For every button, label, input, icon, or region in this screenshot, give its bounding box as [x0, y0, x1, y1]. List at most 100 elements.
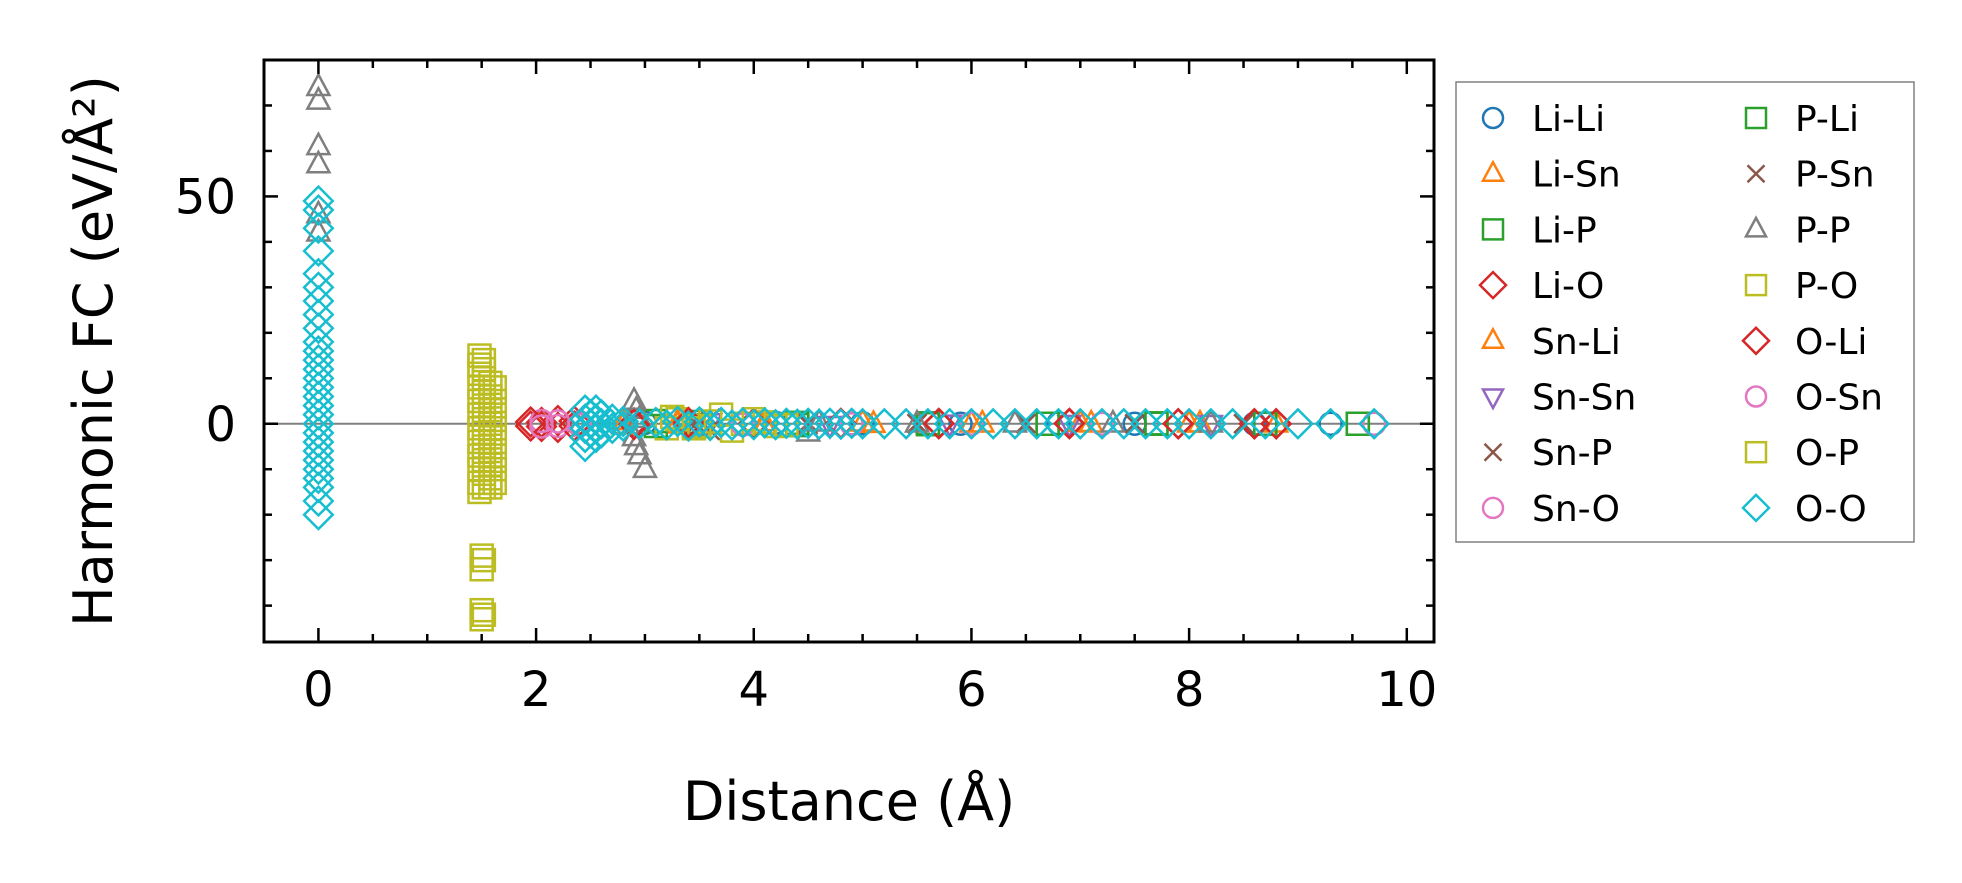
data-point: [868, 407, 901, 440]
data-point: [805, 407, 833, 432]
data-point: [469, 607, 494, 632]
data-point: [1260, 407, 1293, 440]
data-point: [1151, 407, 1184, 440]
data-point: [1233, 413, 1254, 434]
data-point: [1144, 411, 1169, 436]
data-point: [607, 409, 640, 443]
data-point: [623, 407, 656, 440]
data-point: [1020, 407, 1053, 440]
data-point: [302, 312, 335, 345]
axis-ticks: 0 2 4 6 8 10 0 50: [175, 60, 1437, 718]
legend-marker: [1481, 218, 1505, 241]
y-tick-label: 0: [205, 397, 236, 453]
data-point: [471, 602, 497, 627]
legend-item: O-O: [1741, 489, 1867, 530]
data-point: [903, 408, 931, 433]
data-point: [305, 149, 332, 174]
data-point: [1064, 407, 1097, 440]
legend-label: Sn-Sn: [1532, 378, 1636, 419]
data-point: [302, 484, 335, 518]
legend-label: O-P: [1795, 433, 1859, 474]
data-point: [948, 411, 973, 436]
data-point: [529, 408, 554, 434]
data-point: [846, 407, 879, 440]
data-point: [305, 85, 332, 110]
legend-label: P-P: [1795, 210, 1851, 251]
data-point: [1216, 407, 1249, 440]
data-point: [1035, 411, 1060, 436]
data-point: [694, 409, 727, 442]
legend-marker: [1744, 106, 1768, 130]
legend-item: P-P: [1743, 210, 1851, 251]
data-point: [959, 411, 984, 436]
legend-item: Sn-Li: [1480, 322, 1621, 363]
data-point: [482, 443, 507, 468]
data-point: [906, 413, 928, 434]
data-point: [471, 547, 497, 573]
legend-item: Li-P: [1481, 210, 1597, 251]
data-point: [529, 414, 554, 439]
data-point: [631, 453, 659, 479]
data-point: [661, 405, 694, 438]
data-point: [1238, 407, 1271, 440]
plot-frame: [262, 58, 1436, 644]
legend-item: O-Sn: [1744, 378, 1883, 419]
data-point: [1085, 407, 1119, 440]
data-point: [1124, 413, 1145, 434]
data-point: [726, 406, 759, 439]
data-point: [302, 462, 335, 495]
legend-label: Li-Sn: [1532, 155, 1621, 196]
data-point: [596, 412, 629, 445]
data-point: [1001, 408, 1029, 433]
data-point: [302, 212, 335, 245]
legend-item: Li-Li: [1481, 99, 1605, 140]
data-point: [911, 407, 944, 440]
legend-item: P-Sn: [1746, 155, 1875, 196]
legend-frame: [1455, 81, 1915, 543]
legend-label: P-Li: [1795, 99, 1859, 140]
legend-label: O-O: [1795, 489, 1867, 530]
data-point: [514, 409, 547, 443]
data-point: [1358, 407, 1391, 440]
data-point: [1345, 411, 1371, 436]
data-point: [860, 408, 887, 434]
legend-marker: [1744, 385, 1768, 408]
data-point: [482, 402, 507, 427]
y-tick-label: 50: [175, 169, 236, 225]
data-point: [585, 398, 618, 431]
legend-marker: [1478, 270, 1508, 300]
data-point: [759, 408, 792, 441]
data-point: [302, 234, 335, 268]
legend-marker: [1480, 388, 1506, 411]
data-point: [715, 409, 749, 442]
data-point: [1107, 407, 1140, 440]
data-point: [302, 498, 335, 531]
data-point: [781, 408, 814, 441]
legend-label: Li-O: [1532, 266, 1604, 307]
data-point: [933, 407, 966, 440]
legend-marker: [1480, 326, 1506, 350]
legend-label: Sn-P: [1532, 433, 1612, 474]
data-point: [650, 409, 683, 442]
data-point: [813, 407, 847, 440]
data-point: [469, 543, 494, 568]
data-point: [1042, 407, 1075, 440]
data-point: [1361, 411, 1387, 436]
legend-marker: [1744, 273, 1768, 297]
legend-label: Li-Li: [1532, 99, 1605, 140]
data-point: [623, 431, 650, 456]
legend-item: Sn-O: [1481, 489, 1620, 530]
series-p-p: [305, 72, 1224, 479]
data-point: [626, 440, 653, 465]
legend-marker: [1746, 164, 1766, 184]
data-point: [824, 408, 857, 441]
data-point: [977, 407, 1010, 440]
legend-item: O-Li: [1741, 322, 1867, 363]
data-point: [469, 557, 494, 582]
legend-marker: [1481, 106, 1505, 130]
legend: Li-Li Li-Sn Li-P Li-O Sn-Li Sn-Sn Sn-P Sn-O P-Li…: [1455, 81, 1915, 543]
data-point: [1249, 407, 1282, 440]
data-point: [792, 407, 825, 440]
data-point: [482, 416, 507, 441]
